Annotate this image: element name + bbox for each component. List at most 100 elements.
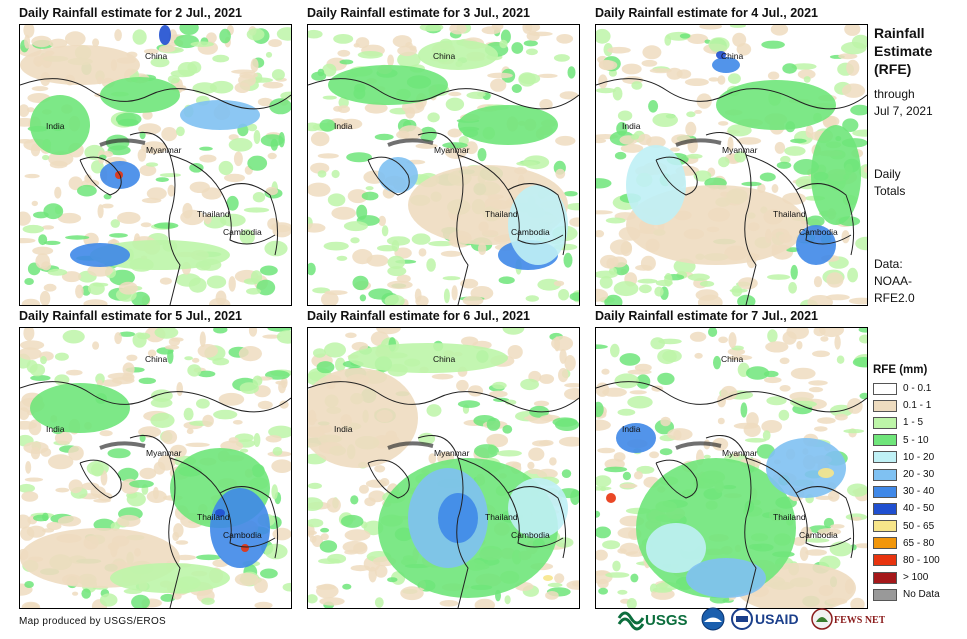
legend-item: No Data [873, 586, 940, 603]
legend-item: 10 - 20 [873, 449, 940, 466]
legend-item: 65 - 80 [873, 535, 940, 552]
through-line: through [874, 87, 915, 101]
place-label-india: India [334, 121, 353, 131]
legend-items: 0 - 0.1 0.1 - 1 1 - 5 5 - 10 10 - 20 20 - 30 3… [873, 380, 940, 603]
legend-label: 40 - 50 [903, 503, 935, 515]
data-line: Data: [874, 257, 903, 271]
side-title-line: Rainfall [874, 25, 925, 41]
place-label-china: China [433, 354, 455, 364]
legend-swatch [873, 554, 897, 567]
place-label-china: China [721, 354, 743, 364]
legend-swatch [873, 485, 897, 498]
place-label-thailand: Thailand [773, 209, 806, 219]
place-label-cambodia: Cambodia [511, 227, 550, 237]
usaid-logo: USAID [731, 608, 799, 630]
fewsnet-logo: FEWS NET [811, 608, 885, 630]
map-canvas: China India Myanmar Thailand Cambodia [308, 328, 579, 608]
panel-title: Daily Rainfall estimate for 4 Jul., 2021 [595, 6, 819, 20]
legend-label: No Data [903, 589, 940, 601]
rainfall-map: China India Myanmar Thailand Cambodia [19, 24, 292, 306]
place-label-china: China [145, 354, 167, 364]
legend-label: 10 - 20 [903, 451, 935, 463]
legend-label: 50 - 65 [903, 520, 935, 532]
place-label-cambodia: Cambodia [223, 530, 262, 540]
rainfall-map: China India Myanmar Thailand Cambodia [307, 327, 580, 609]
legend-label: 30 - 40 [903, 486, 935, 498]
legend-item: 0.1 - 1 [873, 397, 940, 414]
daily-totals: Daily Totals [874, 166, 905, 200]
panel-title: Daily Rainfall estimate for 7 Jul., 2021 [595, 309, 819, 323]
place-label-myanmar: Myanmar [434, 145, 470, 155]
legend-swatch [873, 399, 897, 412]
data-line: RFE2.0 [874, 291, 915, 305]
place-label-india: India [46, 424, 65, 434]
legend-swatch [873, 468, 897, 481]
through-date: through Jul 7, 2021 [874, 86, 933, 120]
side-title-line: Estimate [874, 43, 933, 59]
rainfall-map: China India Myanmar Thailand Cambodia [19, 327, 292, 609]
map-canvas: China India Myanmar Thailand Cambodia [596, 25, 867, 305]
place-label-thailand: Thailand [485, 512, 518, 522]
legend-item: 50 - 65 [873, 518, 940, 535]
place-label-cambodia: Cambodia [511, 530, 550, 540]
legend-label: 0 - 0.1 [903, 383, 932, 395]
rainfall-map: China India Myanmar Thailand Cambodia [595, 327, 868, 609]
place-label-cambodia: Cambodia [223, 227, 262, 237]
rainfall-map: China India Myanmar Thailand Cambodia [307, 24, 580, 306]
legend-swatch [873, 588, 897, 601]
logos: USGS USAID FEWS NET [617, 606, 885, 632]
place-label-india: India [622, 121, 641, 131]
legend-item: 0 - 0.1 [873, 380, 940, 397]
data-source: Data: NOAA- RFE2.0 [874, 256, 915, 307]
place-label-myanmar: Myanmar [146, 145, 182, 155]
place-label-myanmar: Myanmar [146, 448, 182, 458]
legend-label: 20 - 30 [903, 469, 935, 481]
side-title: Rainfall Estimate (RFE) [874, 24, 932, 78]
usgs-logo: USGS [617, 611, 688, 631]
legend-label: > 100 [903, 572, 929, 584]
place-label-myanmar: Myanmar [722, 145, 758, 155]
daily-line: Daily [874, 167, 901, 181]
place-label-thailand: Thailand [485, 209, 518, 219]
legend: RFE (mm) 0 - 0.1 0.1 - 1 1 - 5 5 - 10 10 - 2… [873, 364, 940, 603]
legend-swatch [873, 537, 897, 550]
legend-item: 80 - 100 [873, 552, 940, 569]
side-title-line: (RFE) [874, 61, 912, 77]
legend-label: 65 - 80 [903, 537, 935, 549]
place-label-india: India [622, 424, 641, 434]
legend-label: 5 - 10 [903, 434, 929, 446]
panel-title: Daily Rainfall estimate for 5 Jul., 2021 [19, 309, 243, 323]
map-canvas: China India Myanmar Thailand Cambodia [308, 25, 579, 305]
panel-title: Daily Rainfall estimate for 2 Jul., 2021 [19, 6, 243, 20]
place-label-india: India [334, 424, 353, 434]
legend-label: 80 - 100 [903, 554, 940, 566]
legend-swatch [873, 520, 897, 533]
legend-swatch [873, 502, 897, 515]
place-label-india: India [46, 121, 65, 131]
panel-title: Daily Rainfall estimate for 3 Jul., 2021 [307, 6, 531, 20]
legend-label: 1 - 5 [903, 417, 924, 429]
legend-item: 1 - 5 [873, 414, 940, 431]
legend-label: 0.1 - 1 [903, 400, 932, 412]
place-label-cambodia: Cambodia [799, 530, 838, 540]
place-label-myanmar: Myanmar [434, 448, 470, 458]
legend-item: 5 - 10 [873, 432, 940, 449]
through-line: Jul 7, 2021 [874, 104, 933, 118]
legend-swatch [873, 451, 897, 464]
place-label-thailand: Thailand [197, 512, 230, 522]
place-label-thailand: Thailand [773, 512, 806, 522]
usaid-text: USAID [755, 611, 799, 627]
place-label-cambodia: Cambodia [799, 227, 838, 237]
data-line: NOAA- [874, 274, 913, 288]
credit-text: Map produced by USGS/EROS [19, 616, 167, 627]
legend-item: 40 - 50 [873, 500, 940, 517]
map-canvas: China India Myanmar Thailand Cambodia [20, 25, 291, 305]
place-label-thailand: Thailand [197, 209, 230, 219]
panel-title: Daily Rainfall estimate for 6 Jul., 2021 [307, 309, 531, 323]
place-label-china: China [433, 51, 455, 61]
place-label-myanmar: Myanmar [722, 448, 758, 458]
place-label-china: China [721, 51, 743, 61]
fewsnet-text: FEWS NET [834, 615, 885, 626]
map-canvas: China India Myanmar Thailand Cambodia [596, 328, 867, 608]
legend-title: RFE (mm) [873, 364, 928, 376]
